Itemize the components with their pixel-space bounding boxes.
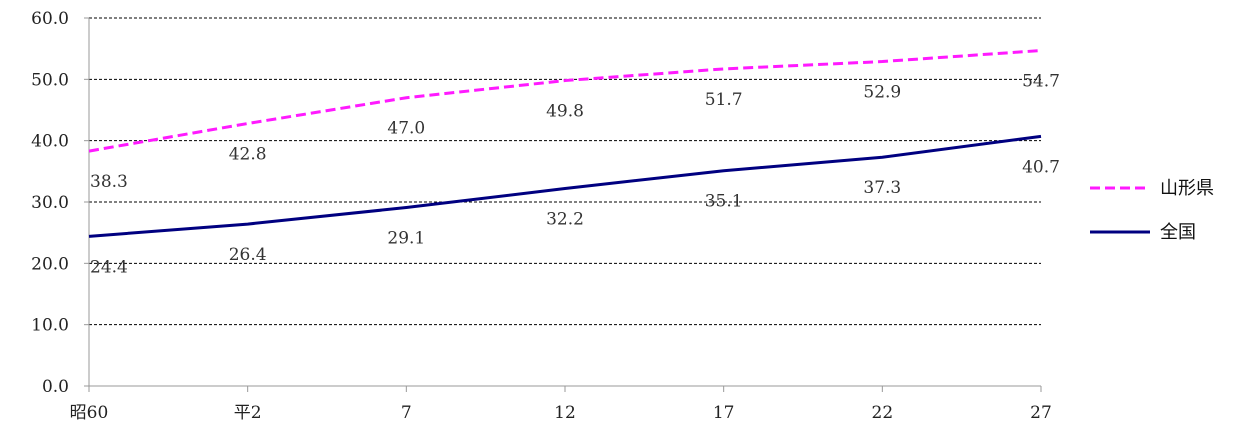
y-tick-label: 40.0 [31, 132, 69, 152]
y-tick-label: 0.0 [42, 377, 69, 397]
data-labels: 38.3 42.8 47.0 49.8 51.7 52.9 54.7 24.4 26.4 29.1… [90, 72, 1060, 278]
y-tick-label: 20.0 [31, 254, 69, 274]
series-line-1 [88, 134, 1042, 238]
data-label: 38.3 [90, 172, 128, 192]
data-label: 47.0 [387, 119, 425, 139]
y-tick-label: 10.0 [31, 316, 69, 336]
y-tick-label: 30.0 [31, 193, 69, 213]
data-label: 49.8 [546, 102, 584, 122]
y-tick-label: 60.0 [31, 9, 69, 29]
legend-label: 全国 [1160, 222, 1196, 243]
x-tick-labels: 昭60 平2 7 12 17 22 27 [70, 403, 1052, 423]
series-lines [88, 49, 1042, 238]
y-tick-labels: 0.0 10.0 20.0 30.0 40.0 50.0 60.0 [31, 9, 69, 397]
x-tick-label: 27 [1030, 403, 1052, 423]
legend-label: 山形県 [1160, 178, 1214, 199]
data-label: 52.9 [863, 83, 901, 103]
data-label: 32.2 [546, 210, 584, 230]
data-label: 40.7 [1022, 157, 1060, 177]
gridlines [89, 17, 1041, 326]
series-line-0 [88, 49, 1042, 153]
data-label: 37.3 [863, 178, 901, 198]
data-label: 35.1 [705, 192, 743, 212]
x-tick-label: 22 [872, 403, 894, 423]
x-tick-label: 7 [401, 403, 412, 423]
x-tick-label: 昭60 [70, 403, 109, 423]
y-tick-label: 50.0 [31, 70, 69, 90]
data-label: 54.7 [1022, 72, 1060, 92]
x-tick-label: 12 [554, 403, 576, 423]
data-label: 51.7 [705, 90, 743, 110]
data-label: 26.4 [229, 245, 267, 265]
x-tick-label: 平2 [234, 403, 262, 423]
data-label: 24.4 [90, 257, 128, 277]
x-tick-label: 17 [713, 403, 735, 423]
data-label: 42.8 [229, 144, 267, 164]
axes [84, 17, 1042, 392]
data-label: 29.1 [387, 229, 425, 249]
